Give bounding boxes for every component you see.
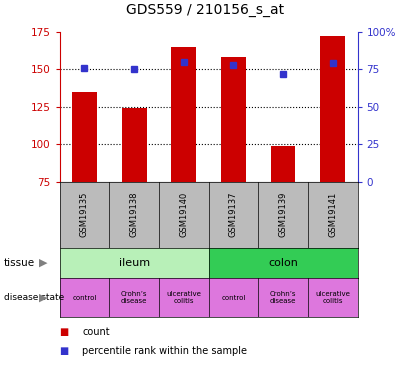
Bar (308, 278, 358, 317)
Text: count: count (82, 327, 110, 337)
Text: GSM19135: GSM19135 (80, 192, 89, 237)
Bar (271, 146, 296, 182)
Bar (72, 92, 97, 182)
Text: ulcerative
colitis: ulcerative colitis (166, 291, 201, 304)
Bar (159, 278, 208, 317)
Text: ▶: ▶ (39, 292, 47, 303)
Bar (60, 248, 209, 278)
Text: colon: colon (268, 258, 298, 268)
Text: GDS559 / 210156_s_at: GDS559 / 210156_s_at (127, 3, 284, 17)
Text: ulcerative
colitis: ulcerative colitis (315, 291, 350, 304)
Text: ■: ■ (60, 327, 69, 337)
Text: GSM19141: GSM19141 (328, 192, 337, 237)
Text: Crohn’s
disease: Crohn’s disease (270, 291, 296, 304)
Text: disease state: disease state (4, 293, 65, 302)
Bar (109, 278, 159, 317)
Text: percentile rank within the sample: percentile rank within the sample (82, 346, 247, 355)
Text: control: control (221, 295, 246, 301)
Bar (171, 47, 196, 182)
Text: GSM19140: GSM19140 (179, 192, 188, 237)
Text: Crohn’s
disease: Crohn’s disease (121, 291, 147, 304)
Text: GSM19138: GSM19138 (129, 192, 139, 237)
Bar (320, 36, 345, 182)
Text: ■: ■ (60, 346, 69, 355)
Bar (60, 278, 109, 317)
Text: ileum: ileum (118, 258, 150, 268)
Bar (208, 248, 358, 278)
Text: control: control (72, 295, 97, 301)
Text: GSM19139: GSM19139 (279, 192, 288, 237)
Bar (258, 278, 308, 317)
Bar (221, 57, 246, 182)
Text: tissue: tissue (4, 258, 35, 268)
Text: GSM19137: GSM19137 (229, 192, 238, 237)
Bar (208, 278, 258, 317)
Bar (122, 108, 146, 182)
Text: ▶: ▶ (39, 258, 47, 268)
